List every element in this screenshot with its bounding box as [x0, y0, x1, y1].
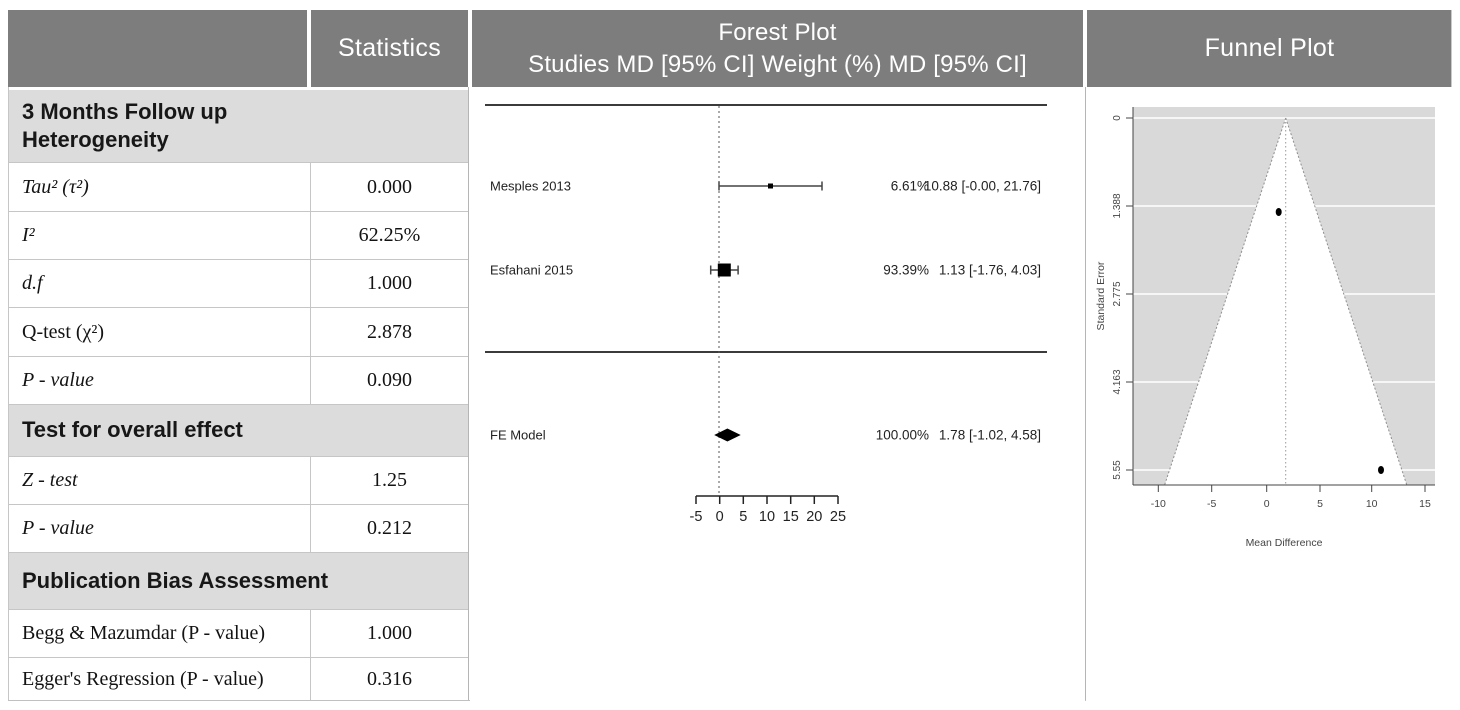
point-estimate-marker [717, 263, 731, 277]
row-value: 0.212 [310, 505, 468, 552]
header-cell-empty [8, 10, 307, 87]
row-label: Egger's Regression (P - value) [22, 667, 264, 690]
summary-weight: 100.00% [876, 428, 929, 443]
row-label: d.f [22, 272, 43, 294]
axis-tick-label: 0 [716, 509, 724, 525]
study-weight: 93.39% [883, 263, 929, 278]
axis-tick-label: 5 [739, 509, 747, 525]
axis-tick-label: 20 [806, 509, 822, 525]
table-row-qtest: Q-test (χ²) 2.878 [8, 308, 468, 357]
row-value: 1.25 [310, 457, 468, 504]
study-estimate: 1.13 [-1.76, 4.03] [939, 263, 1041, 278]
table-row-i2: I² 62.25% [8, 212, 468, 260]
funnel-x-axis: -10 -5 0 5 10 15 Mean Difference [1133, 484, 1435, 549]
row-value: 0.316 [310, 658, 468, 700]
row-label: Begg & Mazumdar (P - value) [22, 622, 266, 644]
axis-tick-label: 15 [1419, 498, 1431, 510]
funnel-plot-title: Funnel Plot [1204, 34, 1335, 62]
axis-tick-label: 5 [1317, 498, 1323, 510]
forest-plot-subtitle: Studies MD [95% CI] Weight (%) MD [95% C… [528, 50, 1027, 78]
table-row-df: d.f 1.000 [8, 260, 468, 308]
axis-tick-label: 10 [759, 509, 775, 525]
forest-row-esfahani: Esfahani 2015 93.39% 1.13 [-1.76, 4.03] [490, 263, 1041, 278]
separator-forest-funnel [1085, 87, 1086, 701]
table-row-pvalue-overall: P - value 0.212 [8, 505, 468, 553]
header-cell-statistics: Statistics [311, 10, 468, 87]
row-label: I² [22, 224, 35, 246]
row-label: P - value [22, 369, 94, 391]
table-row-ztest: Z - test 1.25 [8, 457, 468, 505]
forest-plot-title: Forest Plot [718, 18, 837, 46]
row-label: Tau² (τ²) [22, 175, 89, 198]
section-overall-title: Test for overall effect [22, 417, 243, 443]
study-label: Mesples 2013 [490, 179, 571, 194]
summary-diamond [714, 428, 741, 442]
table-row-egger: Egger's Regression (P - value) 0.316 [8, 658, 468, 700]
forest-x-axis: -5 0 5 10 15 20 25 [690, 495, 846, 525]
study-weight: 6.61% [891, 179, 929, 194]
row-value: 1.000 [310, 260, 468, 307]
section-followup-heterogeneity: 3 Months Follow up Heterogeneity [8, 90, 468, 163]
axis-tick-label: 1.388 [1112, 193, 1123, 218]
funnel-edge-left [1164, 117, 1287, 486]
axis-tick-label: -10 [1151, 498, 1166, 510]
forest-row-fe-model: FE Model 100.00% 1.78 [-1.02, 4.58] [490, 428, 1041, 443]
header-cell-forest: Forest Plot Studies MD [95% CI] Weight (… [472, 10, 1083, 87]
header-cell-funnel: Funnel Plot [1087, 10, 1452, 87]
point-estimate-marker [768, 183, 773, 189]
axis-tick-label: 2.775 [1112, 281, 1123, 306]
study-label: Esfahani 2015 [490, 263, 573, 278]
y-axis-title: Standard Error [1095, 261, 1107, 330]
funnel-edge-right [1285, 117, 1408, 486]
row-value: 2.878 [310, 308, 468, 356]
funnel-plot-svg: 0 1.388 2.775 4.163 5.55 Standard Error … [1095, 107, 1435, 549]
funnel-point-esfahani [1275, 208, 1282, 216]
forest-row-mesples: Mesples 2013 6.61% 10.88 [-0.00, 21.76] [490, 179, 1041, 194]
funnel-plot-panel: 0 1.388 2.775 4.163 5.55 Standard Error … [1086, 87, 1452, 701]
axis-tick-label: 25 [830, 509, 846, 525]
axis-tick-label: 10 [1366, 498, 1378, 510]
row-value: 0.090 [310, 357, 468, 404]
row-label: Z - test [22, 469, 78, 491]
row-value: 0.000 [310, 163, 468, 211]
row-label: Q-test (χ²) [22, 320, 105, 343]
axis-tick-label: -5 [1207, 498, 1216, 510]
row-label: P - value [22, 517, 94, 539]
separator-table-forest [468, 87, 469, 701]
x-axis-title: Mean Difference [1246, 537, 1323, 549]
axis-tick-label: 0 [1112, 115, 1123, 121]
funnel-y-axis: 0 1.388 2.775 4.163 5.55 Standard Error [1095, 107, 1134, 485]
table-row-tau2: Tau² (τ²) 0.000 [8, 163, 468, 212]
section-overall-effect: Test for overall effect [8, 405, 468, 457]
section-followup-line2: Heterogeneity [22, 127, 169, 152]
axis-tick-label: 5.55 [1112, 460, 1123, 480]
axis-tick-label: 4.163 [1112, 369, 1123, 394]
forest-plot-panel: Mesples 2013 6.61% 10.88 [-0.00, 21.76] … [470, 87, 1085, 701]
funnel-confidence-triangle [1164, 118, 1407, 485]
axis-tick-label: -5 [690, 509, 703, 525]
summary-label: FE Model [490, 428, 546, 443]
funnel-point-mesples [1378, 466, 1384, 474]
study-estimate: 10.88 [-0.00, 21.76] [924, 179, 1041, 194]
section-bias-title: Publication Bias Assessment [22, 567, 329, 593]
row-value: 62.25% [310, 212, 468, 259]
table-left-border [8, 87, 9, 700]
table-row-begg: Begg & Mazumdar (P - value) 1.000 [8, 610, 468, 658]
row-value: 1.000 [310, 610, 468, 657]
table-row-pvalue-het: P - value 0.090 [8, 357, 468, 405]
axis-tick-label: 15 [783, 509, 799, 525]
axis-tick-label: 0 [1264, 498, 1270, 510]
statistics-header-label: Statistics [337, 34, 442, 62]
summary-estimate: 1.78 [-1.02, 4.58] [939, 428, 1041, 443]
section-publication-bias: Publication Bias Assessment [8, 553, 468, 610]
forest-plot-svg: Mesples 2013 6.61% 10.88 [-0.00, 21.76] … [485, 104, 1047, 525]
section-followup-line1: 3 Months Follow up [22, 98, 228, 124]
